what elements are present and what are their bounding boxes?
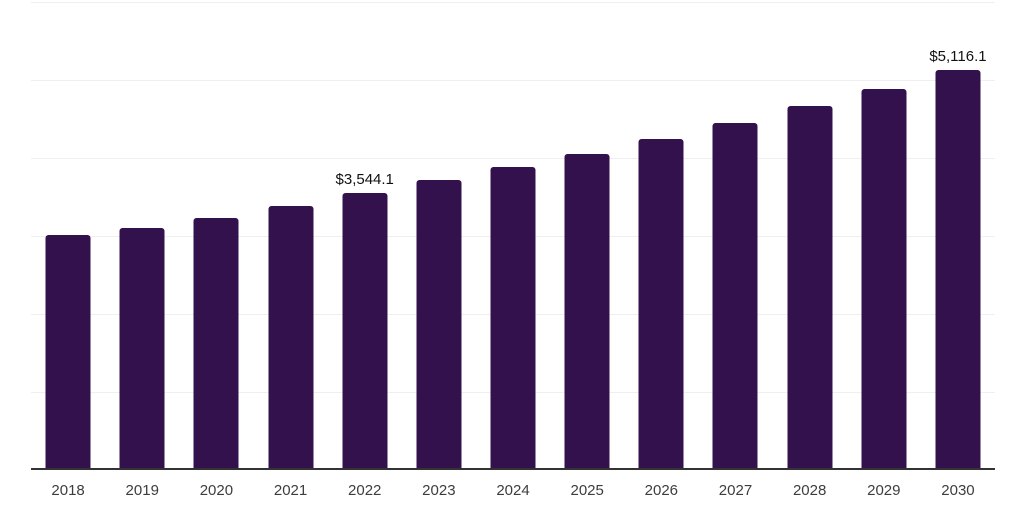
bar-2028[interactable] (787, 106, 833, 469)
x-tick-2025: 2025 (570, 482, 604, 499)
value-label-2022: $3,544.1 (335, 170, 394, 188)
bar-2020[interactable] (193, 217, 239, 469)
gridline-4000 (31, 157, 995, 159)
x-tick-2020: 2020 (199, 482, 234, 499)
band-2020 (179, 0, 253, 470)
band-2029 (847, 0, 921, 470)
bar-2023[interactable] (416, 180, 462, 469)
plot-area: $3,544.1 $5,116.1 (31, 0, 995, 470)
bar-2021[interactable] (268, 206, 314, 469)
band-2022: $3,544.1 (328, 0, 402, 470)
bar-2018[interactable] (45, 235, 91, 469)
band-2025 (550, 0, 624, 470)
band-2026 (624, 0, 698, 470)
bar-2024[interactable] (490, 166, 536, 469)
band-2024 (476, 0, 550, 470)
value-label-2030: $5,116.1 (929, 47, 987, 65)
x-tick-2018: 2018 (51, 482, 85, 499)
band-2027 (698, 0, 772, 470)
gridline-6000 (31, 1, 995, 3)
bar-2029[interactable] (861, 88, 907, 469)
x-axis-line (31, 468, 995, 470)
x-tick-2021: 2021 (273, 482, 308, 499)
x-tick-2024: 2024 (496, 482, 530, 499)
x-tick-2027: 2027 (718, 482, 753, 499)
x-tick-2026: 2026 (644, 482, 679, 499)
x-tick-2019: 2019 (125, 482, 159, 499)
band-2023 (402, 0, 476, 470)
gridline-5000 (31, 79, 995, 81)
bar-2030[interactable] (935, 69, 981, 469)
bar-2019[interactable] (119, 227, 165, 469)
band-2019 (105, 0, 179, 470)
bar-2025[interactable] (564, 153, 610, 469)
band-2021 (253, 0, 327, 470)
x-tick-2028: 2028 (792, 482, 827, 499)
bar-2022[interactable] (342, 192, 388, 469)
band-2028 (773, 0, 847, 470)
bars-container: $3,544.1 $5,116.1 (31, 0, 995, 470)
x-tick-2029: 2029 (867, 482, 901, 499)
band-2030: $5,116.1 (921, 0, 995, 470)
bar-2027[interactable] (712, 122, 758, 469)
x-axis-labels: 2018 2019 2020 2021 2022 2023 2024 2025 2026 2027… (31, 479, 995, 503)
x-tick-2023: 2023 (422, 482, 456, 499)
band-2018 (31, 0, 105, 470)
x-tick-2030: 2030 (941, 482, 975, 499)
bar-2026[interactable] (638, 139, 684, 469)
x-tick-2022: 2022 (348, 482, 382, 499)
